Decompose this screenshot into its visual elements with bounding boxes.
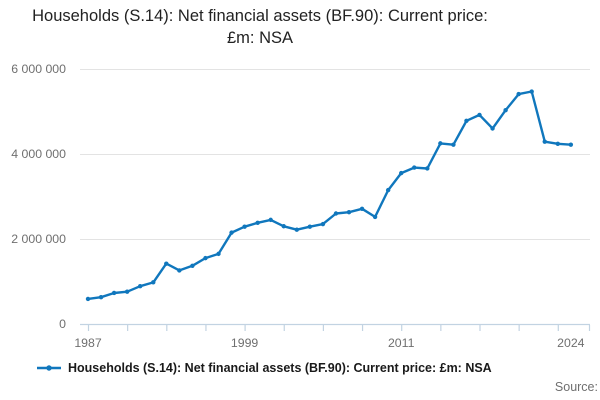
data-point[interactable] <box>451 142 456 147</box>
data-point[interactable] <box>464 118 469 124</box>
data-point[interactable] <box>216 251 221 257</box>
legend-line-marker-icon <box>37 365 61 371</box>
x-axis-label: 1987 <box>74 336 102 350</box>
data-point[interactable] <box>164 261 169 266</box>
data-point[interactable] <box>268 217 273 223</box>
data-point[interactable] <box>490 126 495 131</box>
data-point[interactable] <box>529 89 534 94</box>
data-point[interactable] <box>177 268 182 273</box>
data-point[interactable] <box>294 227 299 232</box>
data-point[interactable] <box>333 211 339 216</box>
data-point[interactable] <box>359 206 365 212</box>
data-point[interactable] <box>203 255 208 261</box>
source-caption: Source: <box>554 380 598 394</box>
data-point[interactable] <box>542 139 547 144</box>
series-line[interactable] <box>86 90 573 301</box>
x-axis-label: 2011 <box>388 336 415 350</box>
data-point[interactable] <box>346 210 352 215</box>
data-point[interactable] <box>320 221 326 227</box>
data-point[interactable] <box>399 170 404 176</box>
chart-title: Households (S.14): Net financial assets … <box>32 7 488 47</box>
data-point[interactable] <box>242 224 247 229</box>
data-point[interactable] <box>281 224 286 229</box>
data-point[interactable] <box>98 295 104 300</box>
data-point[interactable] <box>568 142 574 147</box>
data-point[interactable] <box>503 108 508 113</box>
data-point[interactable] <box>372 214 378 220</box>
data-point[interactable] <box>190 263 195 268</box>
data-point[interactable] <box>425 166 430 171</box>
data-point[interactable] <box>151 280 156 285</box>
chart-plot-area[interactable]: 0 2 000 000 4 000 000 6 000 000 1987 1999 2011… <box>0 0 600 360</box>
data-point[interactable] <box>555 141 560 146</box>
data-point[interactable] <box>229 230 234 235</box>
data-point[interactable] <box>385 187 391 193</box>
x-axis-label: 1999 <box>231 336 259 350</box>
data-point[interactable] <box>138 283 143 289</box>
data-point[interactable] <box>111 290 117 296</box>
data-point[interactable] <box>255 220 260 226</box>
data-point[interactable] <box>477 112 482 118</box>
data-point[interactable] <box>85 296 91 302</box>
data-point[interactable] <box>438 141 443 146</box>
data-point[interactable] <box>307 224 313 229</box>
legend-item[interactable]: Households (S.14): Net financial assets … <box>36 361 492 375</box>
legend-label: Households (S.14): Net financial assets … <box>68 361 492 375</box>
y-axis-label: 4 000 000 <box>11 147 66 161</box>
y-axis-label: 2 000 000 <box>11 232 66 246</box>
data-point[interactable] <box>412 165 417 170</box>
y-axis-label: 6 000 000 <box>11 62 66 76</box>
data-point[interactable] <box>124 289 130 294</box>
y-axis-label: 0 <box>59 317 66 331</box>
x-axis-label: 2024 <box>557 336 585 350</box>
data-point[interactable] <box>516 91 521 97</box>
